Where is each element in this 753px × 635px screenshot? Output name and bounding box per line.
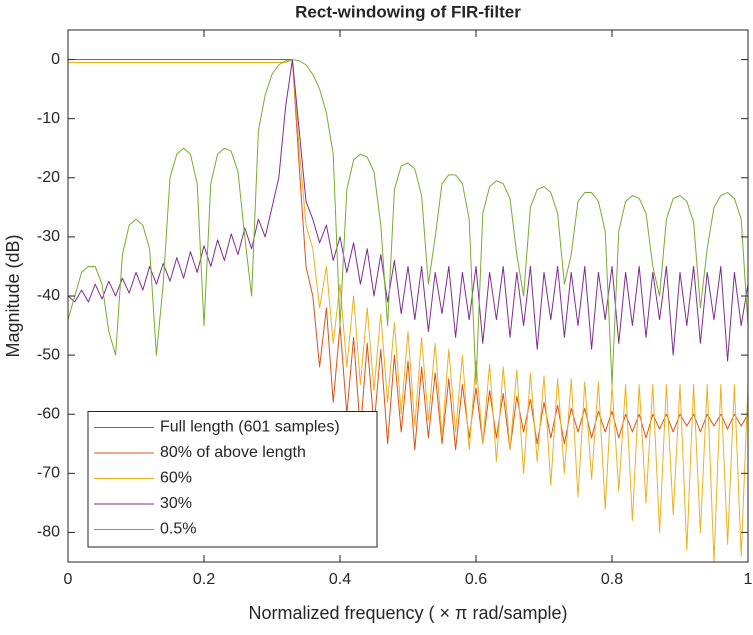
- legend-label: 80% of above length: [160, 444, 306, 461]
- y-tick-label: -30: [37, 228, 60, 245]
- series-line: [68, 59, 748, 562]
- legend-label: Full length (601 samples): [160, 419, 340, 436]
- y-tick-label: -20: [37, 169, 60, 186]
- y-tick-label: -60: [37, 405, 60, 422]
- y-tick-label: -40: [37, 287, 60, 304]
- legend: Full length (601 samples) 80% of above le…: [87, 411, 378, 548]
- axes-box: [67, 29, 749, 563]
- y-tick-label: -80: [37, 524, 60, 541]
- x-tick-label: 0: [64, 571, 73, 588]
- y-tick-label: -10: [37, 110, 60, 127]
- x-tick-label: 0.4: [329, 571, 351, 588]
- y-axis-label: Magnitude (dB): [3, 234, 23, 357]
- series-line: [68, 59, 748, 386]
- x-tick-label: 1: [744, 571, 753, 588]
- legend-label: 60%: [160, 470, 192, 487]
- legend-label: 0.5%: [160, 521, 196, 538]
- y-tick-label: -70: [37, 465, 60, 482]
- plot-area: [68, 59, 748, 562]
- x-tick-label: 0.6: [465, 571, 487, 588]
- legend-label: 30%: [160, 495, 192, 512]
- x-tick-label: 0.2: [193, 571, 215, 588]
- chart-title: Rect-windowing of FIR-filter: [295, 2, 521, 21]
- x-tick-label: 0.8: [601, 571, 623, 588]
- series-line: [68, 59, 748, 362]
- y-tick-label: 0: [51, 51, 60, 68]
- legend-box: [87, 411, 378, 548]
- y-tick-label: -50: [37, 346, 60, 363]
- x-axis-label: Normalized frequency ( × π rad/sample): [248, 603, 567, 623]
